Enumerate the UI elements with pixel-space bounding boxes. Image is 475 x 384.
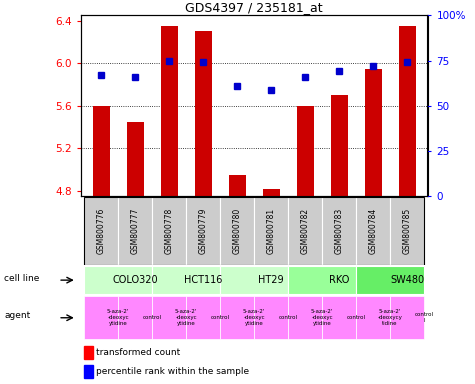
- Text: 5-aza-2'
-deoxyc
ytidine: 5-aza-2' -deoxyc ytidine: [107, 310, 129, 326]
- Bar: [195, 31, 212, 196]
- Bar: [93, 106, 110, 196]
- Bar: [322, 296, 356, 339]
- Bar: [84, 296, 118, 339]
- Text: 5-aza-2'
-deoxyc
ytidine: 5-aza-2' -deoxyc ytidine: [243, 310, 266, 326]
- Bar: [296, 106, 314, 196]
- Bar: [356, 197, 390, 265]
- Text: transformed count: transformed count: [96, 348, 180, 357]
- Bar: [322, 197, 356, 265]
- Text: percentile rank within the sample: percentile rank within the sample: [96, 367, 249, 376]
- Text: control: control: [279, 315, 298, 320]
- Text: 5-aza-2'
-deoxyc
ytidine: 5-aza-2' -deoxyc ytidine: [175, 310, 197, 326]
- Bar: [356, 266, 424, 294]
- Bar: [84, 346, 93, 359]
- Text: agent: agent: [4, 311, 30, 320]
- Text: GSM800781: GSM800781: [266, 208, 276, 254]
- Bar: [365, 69, 381, 196]
- Bar: [152, 266, 220, 294]
- Text: HT29: HT29: [258, 275, 284, 285]
- Text: control
l: control l: [415, 312, 434, 323]
- Text: control: control: [210, 315, 229, 320]
- Text: COLO320: COLO320: [112, 275, 158, 285]
- Text: control: control: [347, 315, 366, 320]
- Text: 5-aza-2'
-deoxycy
tidine: 5-aza-2' -deoxycy tidine: [378, 310, 402, 326]
- Text: GSM800784: GSM800784: [369, 208, 378, 254]
- Bar: [186, 296, 220, 339]
- Bar: [254, 296, 288, 339]
- Bar: [263, 189, 280, 196]
- Bar: [390, 296, 424, 339]
- Text: GSM800779: GSM800779: [199, 208, 208, 254]
- Bar: [356, 296, 390, 339]
- Title: GDS4397 / 235181_at: GDS4397 / 235181_at: [185, 1, 323, 14]
- Bar: [127, 122, 143, 196]
- Bar: [220, 266, 288, 294]
- Text: GSM800776: GSM800776: [96, 208, 105, 254]
- Bar: [84, 197, 118, 265]
- Bar: [254, 197, 288, 265]
- Bar: [186, 197, 220, 265]
- Bar: [288, 197, 322, 265]
- Bar: [84, 365, 93, 378]
- Bar: [399, 26, 416, 196]
- Text: HCT116: HCT116: [184, 275, 222, 285]
- Bar: [220, 197, 254, 265]
- Bar: [228, 175, 246, 196]
- Text: RKO: RKO: [329, 275, 349, 285]
- Bar: [288, 296, 322, 339]
- Text: GSM800778: GSM800778: [165, 208, 174, 254]
- Text: cell line: cell line: [4, 274, 39, 283]
- Text: GSM800783: GSM800783: [334, 208, 343, 254]
- Text: 5-aza-2'
-deoxyc
ytidine: 5-aza-2' -deoxyc ytidine: [311, 310, 333, 326]
- Bar: [161, 26, 178, 196]
- Text: GSM800780: GSM800780: [233, 208, 242, 254]
- Bar: [152, 197, 186, 265]
- Bar: [118, 197, 152, 265]
- Text: GSM800777: GSM800777: [131, 208, 140, 254]
- Bar: [84, 266, 152, 294]
- Bar: [331, 95, 348, 196]
- Bar: [118, 296, 152, 339]
- Text: GSM800782: GSM800782: [301, 208, 310, 254]
- Bar: [220, 296, 254, 339]
- Bar: [152, 296, 186, 339]
- Bar: [390, 197, 424, 265]
- Bar: [288, 266, 356, 294]
- Text: control: control: [142, 315, 162, 320]
- Text: GSM800785: GSM800785: [403, 208, 412, 254]
- Text: SW480: SW480: [390, 275, 424, 285]
